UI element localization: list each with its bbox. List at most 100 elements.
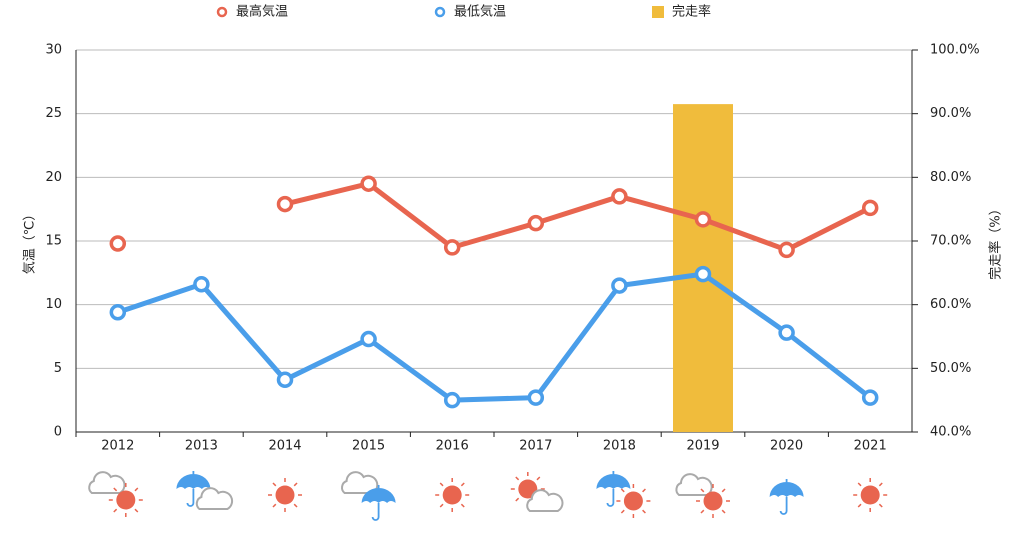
legend-swatch: [652, 6, 664, 18]
sun-icon: [108, 483, 143, 517]
sun-icon: [435, 478, 470, 512]
sun-ray: [721, 509, 726, 514]
umbrella-handle: [779, 479, 788, 515]
point: [611, 188, 628, 205]
point: [527, 389, 545, 406]
x-tick-label: 2017: [519, 439, 552, 454]
sun-core: [860, 485, 880, 505]
sun-ray: [134, 487, 139, 492]
sun-ray: [700, 509, 705, 514]
sun-ray: [293, 482, 298, 487]
umbrella-handle: [186, 471, 195, 507]
point: [443, 239, 461, 256]
sun-icon: [616, 484, 651, 518]
umbrella-handle: [606, 471, 615, 507]
sun-ray: [721, 488, 726, 493]
sun-core: [275, 485, 295, 505]
sun-ray: [460, 503, 465, 508]
x-tick-label: 2012: [101, 439, 134, 454]
cloud-icon: [88, 471, 126, 494]
y2-tick-label: 70.0%: [930, 234, 971, 249]
umbrella-canopy: [176, 474, 211, 489]
sun-ray: [439, 482, 444, 487]
sun-ray: [439, 503, 444, 508]
y2-tick-label: 100.0%: [930, 43, 980, 58]
sun-ray: [272, 482, 277, 487]
y-tick-label: 25: [45, 106, 62, 121]
sun-core: [703, 491, 723, 511]
sun-ray: [620, 509, 625, 514]
y2-tick-label: 50.0%: [930, 361, 971, 376]
point: [109, 235, 127, 252]
point: [694, 211, 712, 228]
sun-ray: [134, 508, 139, 513]
y-tick-label: 10: [45, 297, 62, 312]
point: [861, 199, 879, 217]
sun-ray: [515, 497, 520, 502]
y2-axis-label: 完走率（%）: [988, 202, 1004, 279]
point: [778, 324, 795, 341]
cloud-shape: [341, 471, 379, 494]
sun-icon: [268, 478, 302, 512]
x-tick-label: 2021: [854, 439, 887, 454]
y2-tick-label: 90.0%: [930, 106, 971, 121]
legend-label: 完走率: [672, 4, 711, 20]
sun-core: [442, 485, 462, 505]
umbrella-handle: [371, 485, 380, 521]
y-tick-label: 20: [45, 170, 62, 185]
point: [360, 330, 377, 348]
sun-ray: [642, 488, 646, 493]
y-tick-label: 0: [54, 425, 62, 440]
x-tick-label: 2013: [185, 439, 218, 454]
sun-ray: [113, 487, 118, 492]
sun-ray: [272, 503, 277, 508]
point: [778, 241, 795, 259]
sun-core: [623, 491, 643, 511]
y2-tick-label: 80.0%: [930, 170, 971, 185]
point: [276, 195, 294, 213]
umbrella-icon: [769, 479, 804, 515]
point: [527, 214, 545, 232]
umbrella-icon: [361, 485, 396, 521]
point: [611, 277, 628, 294]
sun-ray: [460, 482, 465, 487]
y-axis-label: 気温（℃）: [22, 208, 38, 275]
point: [443, 391, 461, 409]
legend-marker: [434, 6, 446, 18]
point: [276, 371, 294, 389]
sun-ray: [857, 482, 862, 487]
cloud-icon: [675, 473, 713, 496]
y-tick-label: 5: [54, 361, 62, 376]
cloud-shape: [675, 473, 713, 496]
sun-ray: [113, 508, 118, 513]
cloud-icon: [526, 489, 564, 512]
sun-ray: [620, 488, 625, 493]
sun-ray: [642, 509, 646, 514]
sun-ray: [293, 503, 298, 508]
point: [193, 276, 210, 293]
y2-tick-label: 40.0%: [930, 425, 971, 440]
legend-label: 最低気温: [454, 4, 506, 20]
umbrella-icon: [176, 471, 211, 507]
cloud-icon: [195, 487, 234, 510]
cloud-icon: [341, 471, 379, 494]
point: [109, 304, 127, 321]
y-tick-label: 15: [45, 234, 62, 249]
point: [861, 389, 879, 406]
sun-ray: [515, 476, 520, 481]
point: [694, 265, 712, 283]
x-tick-label: 2020: [770, 439, 803, 454]
x-tick-label: 2015: [352, 439, 385, 454]
sun-ray: [857, 503, 862, 508]
umbrella-canopy: [769, 482, 804, 497]
x-tick-label: 2016: [436, 439, 469, 454]
sun-icon: [696, 484, 730, 518]
y-tick-label: 30: [45, 43, 62, 58]
x-tick-label: 2018: [603, 439, 636, 454]
y2-tick-label: 60.0%: [930, 297, 971, 312]
sun-ray: [878, 503, 883, 508]
umbrella-canopy: [361, 488, 396, 503]
cloud-shape: [88, 471, 126, 494]
sun-ray: [878, 482, 883, 487]
